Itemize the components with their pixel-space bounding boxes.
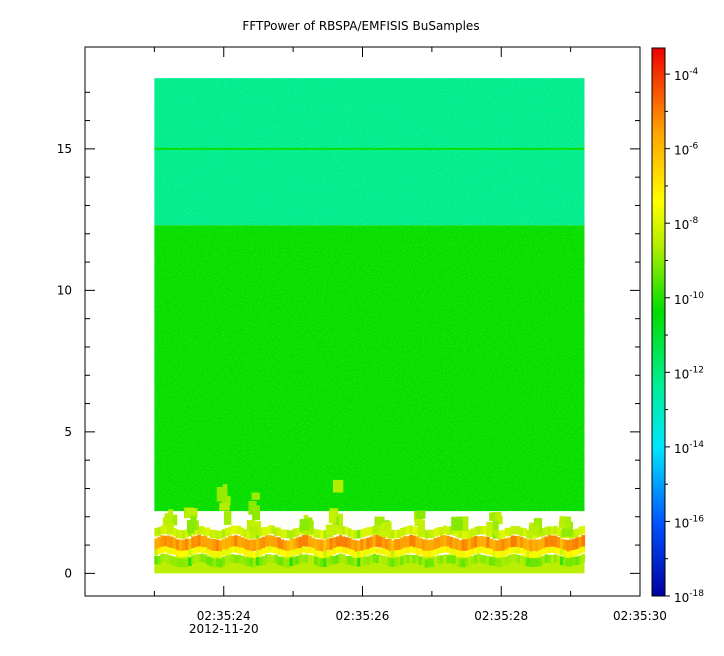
colorbar-tick-label: 10-12 xyxy=(674,365,704,381)
colorbar-tick-exponent: -12 xyxy=(689,365,704,375)
x-tick-label: 02:35:30 xyxy=(613,609,667,623)
x-tick-label: 02:35:24 xyxy=(197,609,251,623)
y-tick-label: 10 xyxy=(57,283,72,297)
colorbar-tick-base: 10 xyxy=(674,591,689,605)
colorbar-tick-base: 10 xyxy=(674,69,689,83)
colorbar-tick-base: 10 xyxy=(674,367,689,381)
colorbar-tick-exponent: -16 xyxy=(689,514,704,524)
colorbar-tick-label: 10-18 xyxy=(674,589,704,605)
y-tick-label: 15 xyxy=(57,142,72,156)
colorbar-tick-label: 10-4 xyxy=(674,67,699,83)
spectrogram-noise-overlay xyxy=(154,78,585,574)
colorbar-tick-label: 10-16 xyxy=(674,514,704,530)
colorbar xyxy=(651,47,666,597)
x-tick-sublabel: 2012-11-20 xyxy=(189,622,259,636)
y-tick-label: 0 xyxy=(64,566,72,580)
colorbar-tick-base: 10 xyxy=(674,144,689,158)
colorbar-tick-label: 10-8 xyxy=(674,216,699,232)
x-tick-label: 02:35:28 xyxy=(474,609,528,623)
colorbar-tick-exponent: -18 xyxy=(689,589,704,599)
y-tick-label: 5 xyxy=(64,425,72,439)
colorbar-tick-label: 10-6 xyxy=(674,142,699,158)
colorbar-tick-exponent: -4 xyxy=(689,67,698,77)
x-tick-label: 02:35:26 xyxy=(336,609,390,623)
colorbar-tick-base: 10 xyxy=(674,442,689,456)
colorbar-tick-exponent: -8 xyxy=(689,216,698,226)
y-axis: 0 5 10 15 xyxy=(57,91,640,580)
colorbar-tick-exponent: -10 xyxy=(689,291,704,301)
chart-title: FFTPower of RBSPA/EMFISIS BuSamples xyxy=(242,19,479,33)
colorbar-tick-base: 10 xyxy=(674,516,689,530)
colorbar-tick-base: 10 xyxy=(674,293,689,307)
colorbar-tick-label: 10-10 xyxy=(674,291,704,307)
colorbar-tick-base: 10 xyxy=(674,218,689,232)
colorbar-tick-label: 10-14 xyxy=(674,440,704,456)
colorbar-tick-exponent: -6 xyxy=(689,142,698,152)
colorbar-tick-exponent: -14 xyxy=(689,440,704,450)
